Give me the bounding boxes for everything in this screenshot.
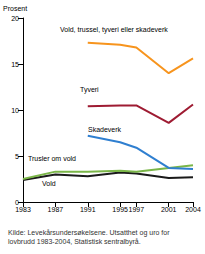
svg-text:15: 15 — [11, 61, 19, 68]
svg-text:Trusler om vold: Trusler om vold — [28, 155, 76, 162]
svg-text:10: 10 — [11, 107, 19, 114]
svg-text:1987: 1987 — [48, 206, 64, 213]
svg-text:5: 5 — [15, 153, 19, 160]
svg-text:2001: 2001 — [161, 206, 177, 213]
svg-text:Tyveri: Tyveri — [80, 86, 99, 94]
svg-text:1995: 1995 — [112, 206, 128, 213]
svg-text:Prosent: Prosent — [3, 5, 27, 12]
svg-text:1997: 1997 — [129, 206, 145, 213]
svg-text:1983: 1983 — [15, 206, 31, 213]
svg-text:1991: 1991 — [80, 206, 96, 213]
svg-text:Vold, trussel, tyveri eller sk: Vold, trussel, tyveri eller skadeverk — [60, 26, 168, 34]
svg-text:0: 0 — [15, 199, 19, 206]
svg-text:Vold: Vold — [42, 180, 56, 187]
svg-text:2004: 2004 — [185, 206, 201, 213]
svg-text:Skadeverk: Skadeverk — [88, 126, 122, 133]
svg-text:20: 20 — [11, 15, 19, 22]
svg-text:lovbrudd 1983-2004, Statistisk: lovbrudd 1983-2004, Statistisk sentralby… — [8, 238, 141, 246]
svg-text:Kilde: Levekårsundersøkelsene.: Kilde: Levekårsundersøkelsene. Utsatthet… — [8, 229, 171, 237]
